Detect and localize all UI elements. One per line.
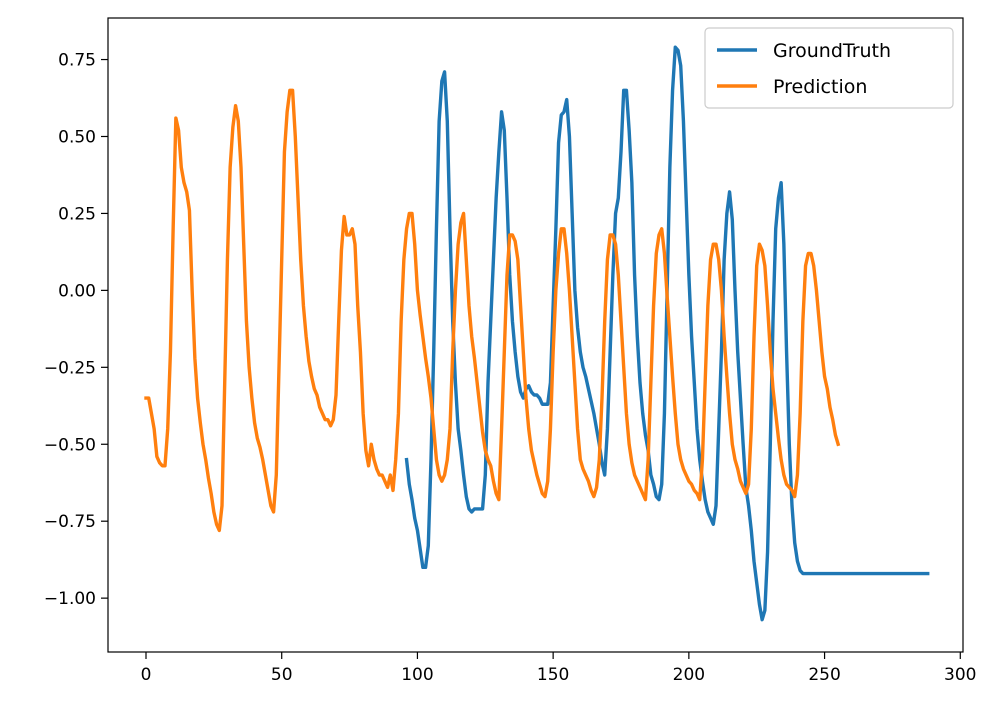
y-tick-label: 0.75 — [58, 51, 96, 71]
y-tick-label: −0.25 — [44, 358, 96, 378]
axes-frame — [107, 17, 964, 653]
y-tick-label: −0.75 — [44, 512, 96, 532]
series-line-groundtruth — [404, 45, 930, 622]
x-tick-label: 50 — [271, 665, 293, 685]
legend-label-prediction: Prediction — [773, 76, 867, 98]
x-tick-label: 250 — [808, 665, 840, 685]
y-tick-label: 0.25 — [58, 204, 96, 224]
x-tick-label: 200 — [673, 665, 705, 685]
x-tick-label: 150 — [537, 665, 569, 685]
y-axis: −1.00 −0.75 −0.50 −0.25 0.00 0.25 0.50 0.75 — [44, 51, 108, 609]
x-axis: 0 50 100 150 200 250 300 — [141, 652, 977, 685]
legend-box — [704, 27, 954, 109]
legend: GroundTruth Prediction — [704, 27, 954, 109]
x-tick-label: 100 — [401, 665, 433, 685]
y-tick-label: 0.00 — [58, 281, 96, 301]
x-tick-label: 0 — [141, 665, 152, 685]
x-tick-label: 300 — [944, 665, 976, 685]
series-line-prediction — [144, 88, 841, 533]
legend-label-groundtruth: GroundTruth — [773, 40, 891, 62]
y-tick-label: −1.00 — [44, 589, 96, 609]
plot-area — [144, 45, 930, 622]
y-tick-label: 0.50 — [58, 127, 96, 147]
y-tick-label: −0.50 — [44, 435, 96, 455]
